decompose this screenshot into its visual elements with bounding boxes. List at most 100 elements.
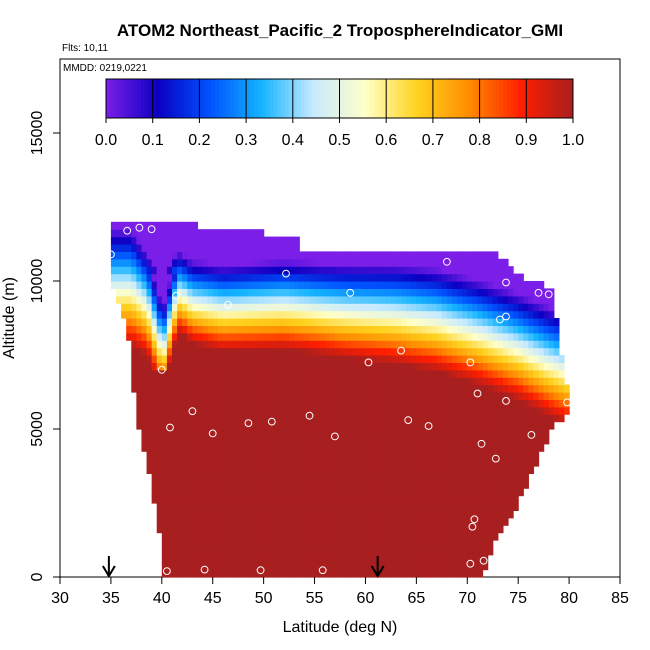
heatmap-cell: [294, 414, 300, 423]
colorbar-swatch: [479, 79, 484, 118]
heatmap-cell: [487, 547, 494, 556]
heatmap-cell: [487, 362, 494, 371]
heatmap-cell: [452, 288, 458, 297]
heatmap-cell: [406, 443, 412, 452]
heatmap-cell: [304, 295, 311, 304]
heatmap-cell: [212, 414, 219, 423]
heatmap-cell: [467, 369, 473, 378]
heatmap-cell: [477, 310, 484, 319]
colorbar-swatch: [288, 79, 294, 118]
heatmap-cell: [477, 347, 484, 356]
heatmap-cell: [294, 303, 300, 312]
heatmap-cell: [222, 355, 229, 363]
heatmap-cell: [294, 392, 300, 400]
heatmap-cell: [340, 251, 346, 260]
heatmap-cell: [416, 414, 423, 423]
heatmap-cell: [416, 392, 423, 400]
heatmap-cell: [528, 392, 535, 400]
heatmap-cell: [345, 495, 351, 504]
heatmap-cell: [238, 310, 244, 319]
heatmap-cell: [426, 377, 433, 386]
heatmap-cell: [487, 473, 494, 482]
heatmap-cell: [508, 377, 514, 386]
heatmap-cell: [309, 310, 316, 319]
heatmap-cell: [141, 318, 148, 326]
heatmap-cell: [258, 517, 265, 526]
heatmap-cell: [273, 236, 280, 245]
heatmap-cell: [421, 369, 428, 378]
heatmap-cell: [411, 562, 417, 571]
heatmap-cell: [416, 318, 423, 326]
heatmap-cell: [355, 532, 361, 541]
heatmap-cell: [431, 266, 438, 275]
heatmap-cell: [273, 332, 280, 341]
heatmap-cell: [533, 436, 540, 445]
heatmap-cell: [294, 429, 300, 437]
heatmap-cell: [329, 377, 336, 386]
heatmap-cell: [324, 325, 331, 334]
heatmap-cell: [309, 488, 316, 497]
heatmap-cell: [508, 473, 514, 482]
heatmap-cell: [258, 480, 265, 489]
heatmap-cell: [553, 332, 560, 341]
heatmap-cell: [497, 406, 504, 415]
heatmap-cell: [151, 399, 158, 408]
heatmap-cell: [528, 310, 535, 319]
heatmap-cell: [273, 266, 280, 275]
x-tick-label: 35: [102, 590, 120, 607]
heatmap-cell: [416, 547, 423, 556]
heatmap-cell: [309, 406, 316, 415]
heatmap-cell: [416, 488, 423, 497]
heatmap-cell: [513, 288, 519, 297]
heatmap-cell: [426, 554, 433, 563]
heatmap-cell: [243, 303, 249, 312]
heatmap-cell: [284, 421, 290, 430]
heatmap-cell: [492, 258, 499, 267]
heatmap-cell: [187, 451, 193, 460]
heatmap-cell: [217, 480, 224, 489]
sample-point: [477, 439, 486, 448]
heatmap-cell: [416, 399, 423, 408]
heatmap-cell: [329, 392, 336, 400]
heatmap-cell: [345, 318, 351, 326]
heatmap-cell: [467, 540, 473, 548]
heatmap-cell: [370, 488, 377, 497]
heatmap-cell: [340, 480, 346, 489]
heatmap-cell: [299, 554, 305, 563]
heatmap-cell: [543, 421, 550, 430]
heatmap-cell: [370, 562, 377, 571]
heatmap-cell: [513, 295, 519, 304]
heatmap-cell: [126, 281, 132, 289]
heatmap-cell: [304, 540, 311, 548]
heatmap-cell: [365, 495, 372, 504]
heatmap-cell: [558, 414, 565, 423]
heatmap-cell: [446, 392, 453, 400]
heatmap-cell: [243, 251, 249, 260]
heatmap-cell: [202, 421, 209, 430]
heatmap-cell: [502, 392, 509, 400]
heatmap-cell: [370, 480, 377, 489]
heatmap-cell: [350, 318, 356, 326]
heatmap-cell: [421, 273, 428, 282]
heatmap-cell: [202, 318, 209, 326]
heatmap-cell: [533, 384, 540, 393]
heatmap-cell: [222, 414, 229, 423]
heatmap-cell: [207, 547, 214, 556]
heatmap-cell: [472, 510, 479, 519]
heatmap-cell: [365, 436, 372, 445]
heatmap-cell: [421, 554, 428, 563]
heatmap-cell: [268, 266, 275, 275]
heatmap-cell: [156, 451, 163, 460]
heatmap-cell: [222, 466, 229, 474]
heatmap-cell: [228, 362, 234, 371]
heatmap-cell: [278, 406, 285, 415]
heatmap-cell: [278, 310, 285, 319]
heatmap-cell: [284, 251, 290, 260]
heatmap-cell: [543, 355, 550, 363]
heatmap-cell: [543, 347, 550, 356]
heatmap-cell: [284, 525, 290, 534]
heatmap-cell: [334, 473, 341, 482]
heatmap-cell: [441, 355, 448, 363]
heatmap-cell: [304, 318, 311, 326]
heatmap-cell: [345, 547, 351, 556]
